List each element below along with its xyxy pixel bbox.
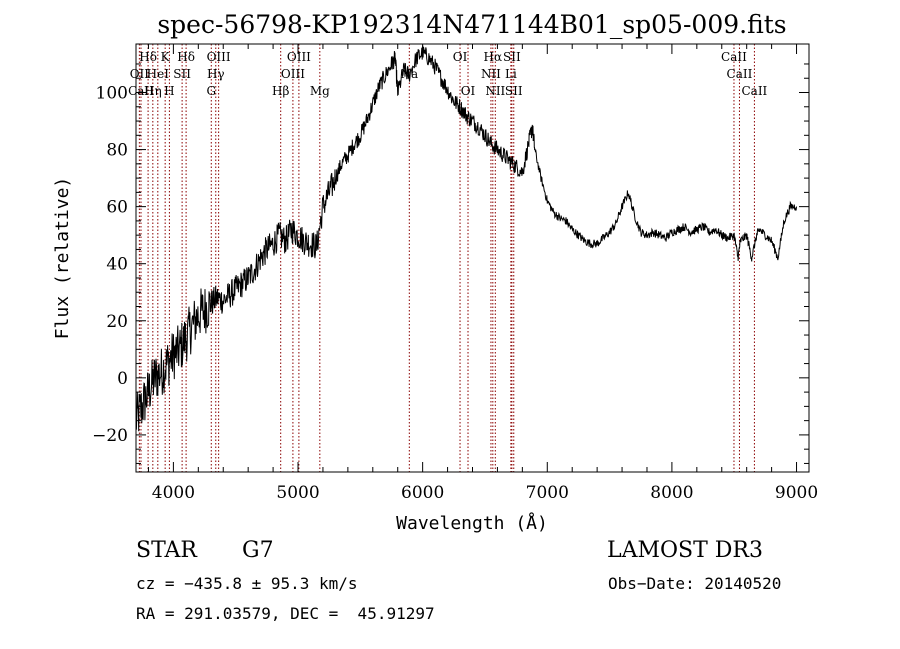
line-label: G xyxy=(206,84,216,98)
y-axis: −20 0 20 40 60 80 100 xyxy=(92,63,809,464)
line-label: Hδ xyxy=(139,50,157,64)
x-axis: 4000 5000 6000 7000 8000 9000 xyxy=(147,44,818,503)
y-tick-label: 60 xyxy=(106,198,128,218)
line-label: CaII xyxy=(128,84,154,98)
object-class: STAR xyxy=(136,538,197,563)
line-label: Hγ xyxy=(207,67,225,81)
y-tick-label: 40 xyxy=(106,255,128,275)
chart-title: spec-56798-KP192314N471144B01_sp05-009.f… xyxy=(157,10,786,39)
y-axis-label: Flux (relative) xyxy=(52,177,73,340)
x-tick-label: 4000 xyxy=(152,483,195,503)
object-subclass: G7 xyxy=(242,538,274,563)
line-label: Hα xyxy=(484,50,503,64)
line-label: OIII xyxy=(281,67,305,81)
line-label: Hδ xyxy=(177,50,195,64)
line-label: NII xyxy=(485,84,505,98)
line-label: CaII xyxy=(721,50,747,64)
velocity-readout: cz = −435.8 ± 95.3 km/s xyxy=(136,574,358,593)
line-label: CaII xyxy=(727,67,753,81)
x-tick-label: 9000 xyxy=(775,483,818,503)
x-tick-label: 5000 xyxy=(276,483,319,503)
line-label: OIII xyxy=(207,50,231,64)
x-tick-label: 7000 xyxy=(526,483,569,503)
line-label: H xyxy=(164,84,174,98)
line-annotations: Hδ OII CaII K HeI Hη Hδ SII H OIII Hγ G Hβ OIII OIII Mg… xyxy=(128,50,768,98)
obs-date: Obs−Date: 20140520 xyxy=(608,574,782,593)
y-tick-label: 80 xyxy=(106,141,128,161)
survey-name: LAMOST DR3 xyxy=(607,538,763,563)
line-label: OIII xyxy=(287,50,311,64)
spectrum-line xyxy=(135,45,797,432)
line-label: HeI xyxy=(147,67,170,81)
line-label: Mg xyxy=(310,84,330,98)
line-label: Hη xyxy=(144,84,162,98)
line-label: NII xyxy=(481,67,501,81)
y-tick-label: 100 xyxy=(96,84,128,104)
line-markers xyxy=(138,44,755,472)
coordinates: RA = 291.03579, DEC = 45.91297 xyxy=(136,604,435,623)
x-tick-label: 6000 xyxy=(401,483,444,503)
line-label: Hβ xyxy=(272,84,289,98)
plot-frame xyxy=(135,43,810,473)
line-label: OI xyxy=(453,50,468,64)
line-label: Li xyxy=(505,67,517,81)
line-label: OI xyxy=(461,84,476,98)
line-label: OII xyxy=(130,67,150,81)
y-tick-label: 20 xyxy=(106,312,128,332)
x-tick-label: 8000 xyxy=(650,483,693,503)
y-tick-label: −20 xyxy=(92,426,128,446)
x-axis-label: Wavelength (Å) xyxy=(396,512,548,534)
y-tick-label: 0 xyxy=(117,369,128,389)
line-label: SII xyxy=(505,84,523,98)
line-label: SII xyxy=(173,67,191,81)
line-label: CaII xyxy=(741,84,767,98)
line-label: SII xyxy=(503,50,521,64)
line-label: K xyxy=(161,50,171,64)
